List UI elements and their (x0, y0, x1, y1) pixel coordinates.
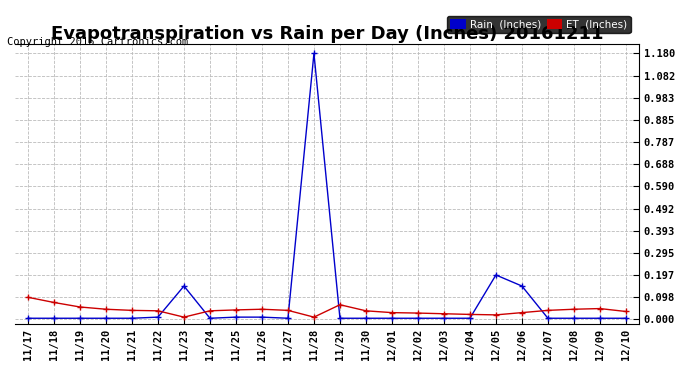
Title: Evapotranspiration vs Rain per Day (Inches) 20161211: Evapotranspiration vs Rain per Day (Inch… (50, 25, 603, 43)
Legend: Rain  (Inches), ET  (Inches): Rain (Inches), ET (Inches) (447, 16, 631, 33)
Text: Copyright 2016 Cartronics.com: Copyright 2016 Cartronics.com (7, 37, 188, 47)
